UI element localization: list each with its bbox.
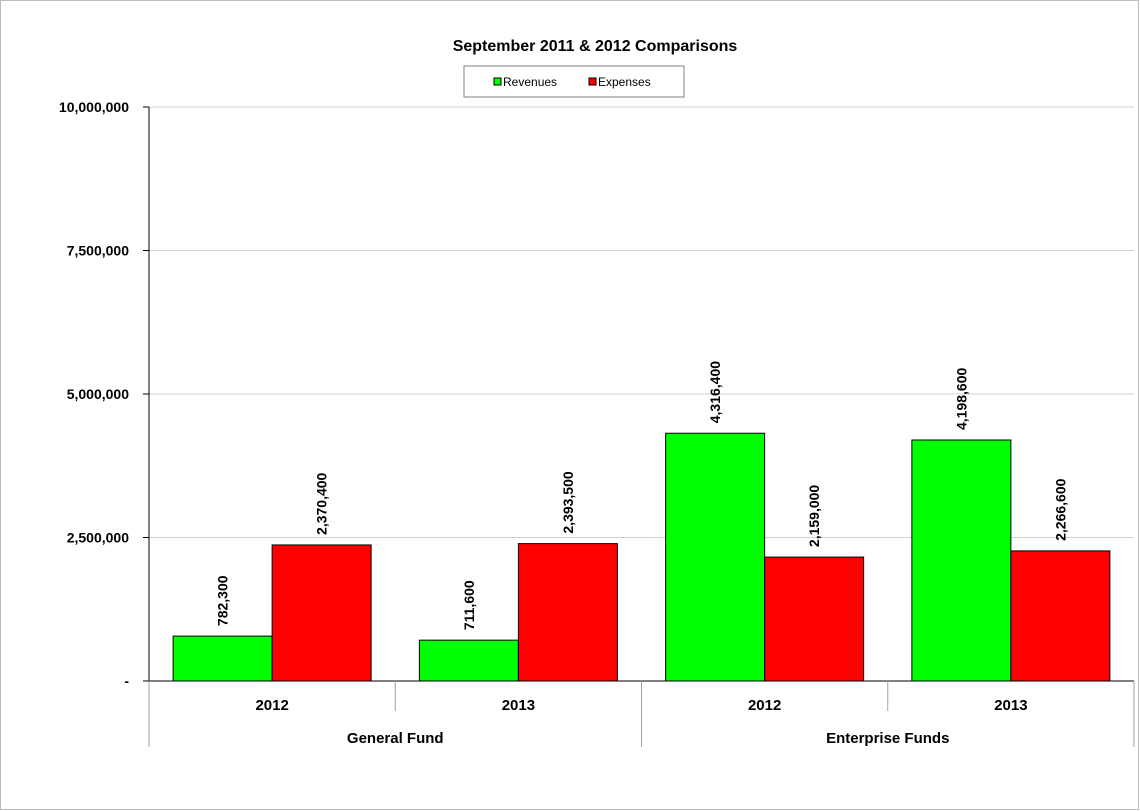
data-label: 711,600 xyxy=(461,580,477,630)
category-label: 2013 xyxy=(994,697,1027,714)
bar-expenses xyxy=(271,544,372,682)
bar-expenses xyxy=(517,543,618,682)
bar-revenues xyxy=(418,639,519,682)
data-label: 782,300 xyxy=(215,575,231,626)
bar-expenses xyxy=(1010,550,1111,682)
bar-revenues xyxy=(665,432,766,682)
legend-swatch-revenues xyxy=(493,77,502,86)
y-tick-label: 5,000,000 xyxy=(67,386,129,402)
bar-expenses xyxy=(764,556,865,682)
y-tick-label: 7,500,000 xyxy=(67,243,129,259)
y-axis-ticks: - 2,500,000 5,000,000 7,500,000 10,000,000 xyxy=(59,99,149,689)
data-label: 2,370,400 xyxy=(314,472,330,534)
data-label: 2,393,500 xyxy=(560,471,576,533)
data-label: 2,159,000 xyxy=(806,485,822,547)
gridlines xyxy=(149,106,1134,538)
bars xyxy=(172,432,1111,682)
legend-swatch-expenses xyxy=(588,77,597,86)
chart-title: September 2011 & 2012 Comparisons xyxy=(453,38,738,55)
data-label: 4,198,600 xyxy=(953,368,969,430)
legend-label-expenses: Expenses xyxy=(598,75,651,89)
bar-revenues xyxy=(911,439,1012,682)
category-label: 2013 xyxy=(502,697,535,714)
y-tick-label: - xyxy=(124,673,129,689)
data-label: 2,266,600 xyxy=(1052,478,1068,540)
x-axis-categories: 2012 2013 2012 2013 General Fund Enterprise F… xyxy=(148,681,1135,747)
category-label: 2012 xyxy=(748,697,781,714)
group-label: General Fund xyxy=(347,730,444,747)
data-label: 4,316,400 xyxy=(707,361,723,423)
group-label: Enterprise Funds xyxy=(826,730,949,747)
y-tick-label: 2,500,000 xyxy=(67,530,129,546)
y-tick-label: 10,000,000 xyxy=(59,99,129,115)
legend-label-revenues: Revenues xyxy=(503,75,557,89)
data-labels: 782,300 2,370,400 711,600 2,393,500 4,316,40… xyxy=(215,361,1069,630)
bar-revenues xyxy=(172,635,273,682)
legend: Revenues Expenses xyxy=(463,65,685,98)
category-label: 2012 xyxy=(255,697,288,714)
